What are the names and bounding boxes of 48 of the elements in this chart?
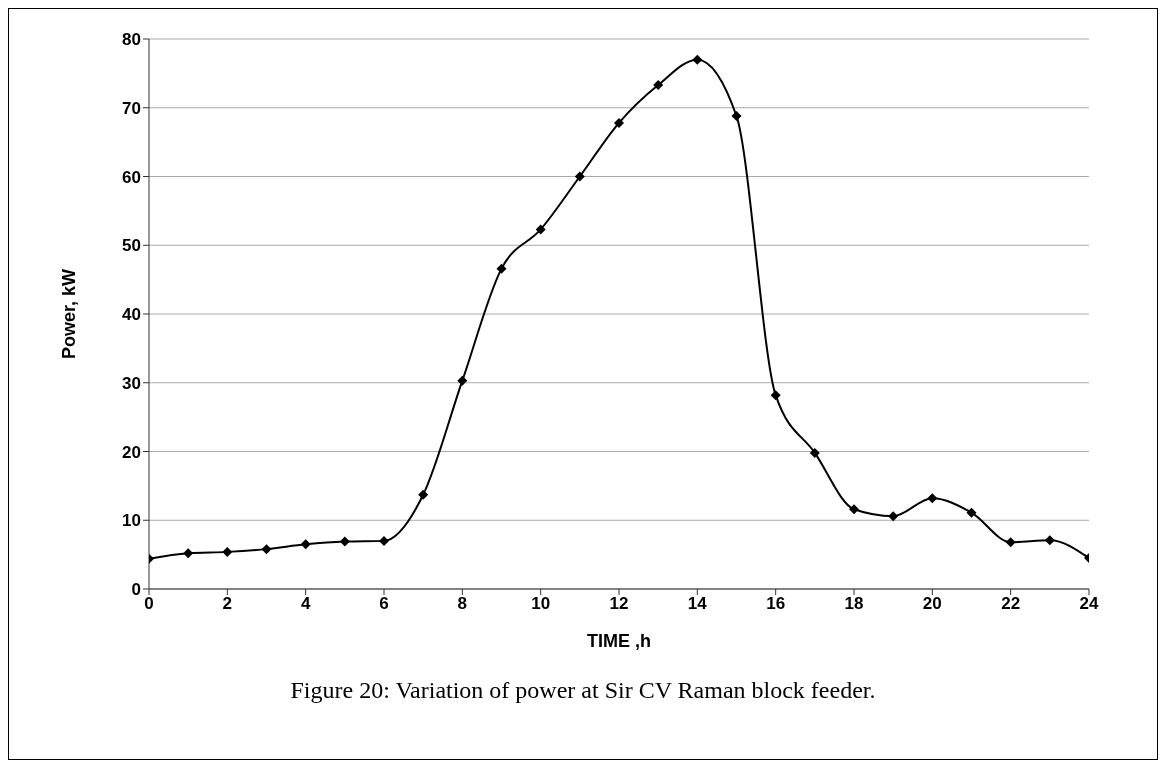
point xyxy=(849,504,859,515)
x-tick-label: 22 xyxy=(1001,594,1021,614)
y-tick-label: 40 xyxy=(122,305,141,325)
point xyxy=(574,171,585,182)
point xyxy=(300,539,311,550)
point xyxy=(222,546,233,557)
caption: Figure 20: Variation of power at Sir CV Raman block feeder. xyxy=(289,677,877,704)
x-tick-label: 24 xyxy=(1079,594,1099,614)
x-tick-label: 20 xyxy=(922,594,942,614)
point xyxy=(614,117,624,128)
point xyxy=(418,489,429,500)
point xyxy=(770,390,781,401)
point xyxy=(339,536,350,547)
y-tick-label: 20 xyxy=(122,442,141,462)
point xyxy=(183,548,194,559)
point xyxy=(692,54,703,65)
x-tick-label: 2 xyxy=(222,594,233,614)
point xyxy=(809,447,820,458)
y-tick-label: 70 xyxy=(122,98,141,118)
point xyxy=(966,507,977,518)
x-tick-label: 18 xyxy=(844,594,864,614)
x-axis-title: TIME ,h xyxy=(587,631,651,651)
point xyxy=(457,375,468,386)
point xyxy=(653,80,664,91)
point xyxy=(927,493,938,504)
x-tick-label: 0 xyxy=(144,594,154,614)
x-tick-label: 14 xyxy=(687,594,708,614)
point xyxy=(731,111,742,121)
y-tick-label: 60 xyxy=(122,167,141,187)
y-tick-label: 0 xyxy=(131,580,141,600)
y-tick-label: 10 xyxy=(122,511,141,531)
point xyxy=(1005,537,1016,548)
x-tick-label: 16 xyxy=(766,594,786,614)
point xyxy=(535,224,546,235)
x-tick-label: 6 xyxy=(379,594,389,614)
point xyxy=(261,544,272,555)
point xyxy=(379,535,389,546)
y-tick-label: 50 xyxy=(122,236,141,256)
point xyxy=(888,511,899,522)
x-tick-label: 12 xyxy=(609,594,629,614)
x-tick-label: 8 xyxy=(457,594,468,614)
y-tick-label: 30 xyxy=(122,373,141,393)
y-axis-title: Power, kW xyxy=(59,268,80,360)
point xyxy=(496,263,507,274)
point xyxy=(1044,535,1055,546)
x-tick-label: 10 xyxy=(531,594,551,614)
x-tick-label: 4 xyxy=(300,594,311,614)
y-tick-label: 80 xyxy=(122,30,141,50)
